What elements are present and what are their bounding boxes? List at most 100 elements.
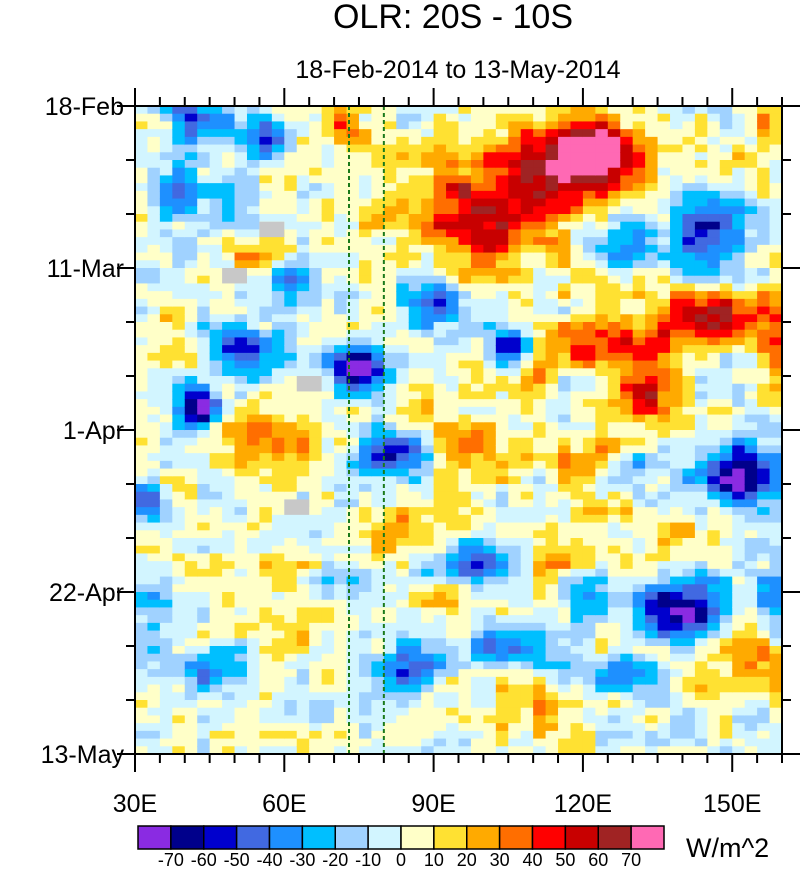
heat-cell [657, 144, 671, 153]
heat-cell [520, 553, 534, 562]
heat-cell [396, 198, 410, 207]
heat-cell [284, 530, 298, 539]
heat-cell [271, 399, 285, 408]
heat-cell [645, 437, 659, 447]
heat-cell [483, 561, 497, 570]
heat-cell [346, 599, 360, 609]
heat-cell [209, 553, 223, 562]
heat-cell [246, 553, 261, 562]
heat-cell [582, 136, 596, 146]
heat-cell [383, 630, 397, 639]
heat-cell [309, 700, 323, 709]
heat-cell [682, 237, 696, 246]
heat-cell [508, 653, 522, 663]
heat-cell [707, 414, 721, 423]
heat-cell [284, 568, 298, 578]
heat-cell [657, 723, 671, 732]
heat-cell [408, 129, 422, 138]
heat-cell [259, 707, 273, 717]
heat-cell [470, 692, 484, 701]
heat-cell [757, 121, 771, 130]
heat-cell [408, 229, 422, 238]
heat-cell [358, 568, 372, 578]
heat-cell [670, 391, 684, 400]
heat-cell [346, 730, 360, 740]
heat-cell [197, 322, 211, 331]
heat-cell [147, 206, 161, 215]
heat-cell [732, 730, 746, 740]
heat-cell [446, 484, 460, 493]
heat-cell [757, 584, 771, 593]
heat-cell [645, 360, 659, 369]
heat-cell [147, 214, 161, 223]
heat-cell [757, 684, 771, 693]
heat-cell [321, 422, 335, 431]
heat-cell [744, 237, 758, 246]
heat-cell [483, 599, 497, 609]
heat-cell [620, 314, 634, 323]
heat-cell [358, 514, 372, 524]
heat-cell [159, 229, 173, 238]
heat-cell [570, 661, 584, 670]
heat-cell [147, 113, 161, 123]
heat-cell [296, 113, 310, 123]
heat-cell [495, 638, 509, 647]
heat-cell [271, 484, 285, 493]
heat-cell [483, 314, 497, 323]
heat-cell [495, 514, 509, 524]
heat-cell [694, 399, 708, 408]
heat-cell [533, 723, 547, 732]
heat-cell [334, 376, 348, 385]
heat-cell [446, 214, 460, 223]
heat-cell [570, 260, 584, 269]
heat-cell [483, 646, 497, 655]
heat-cell [757, 106, 771, 115]
heat-cell [732, 198, 746, 207]
heat-cell [458, 198, 472, 207]
heat-cell [259, 568, 273, 578]
heat-cell [732, 499, 746, 508]
heat-cell [707, 167, 721, 177]
heat-cell [159, 630, 173, 639]
heat-cell [707, 214, 721, 223]
heat-cell [458, 730, 472, 740]
heat-cell [296, 684, 310, 693]
heat-cell [533, 700, 547, 709]
heat-cell [222, 507, 236, 516]
heat-cell [371, 237, 385, 246]
heat-cell [147, 684, 161, 693]
heat-cell [670, 198, 684, 207]
heat-cell [670, 160, 684, 169]
heat-cell [483, 106, 497, 115]
heat-cell [769, 206, 782, 215]
heat-cell [607, 414, 621, 423]
heat-cell [732, 692, 746, 701]
heat-cell [545, 113, 559, 123]
heat-cell [570, 314, 584, 323]
heat-cell [296, 676, 310, 686]
heat-cell [632, 391, 646, 400]
heat-cell [346, 561, 360, 570]
heat-cell [172, 723, 186, 732]
heat-cell [520, 522, 534, 531]
heat-cell [296, 700, 310, 709]
heat-cell [284, 584, 298, 593]
heat-cell [184, 237, 198, 246]
heat-cell [446, 723, 460, 732]
heat-cell [371, 414, 385, 423]
heat-cell [246, 167, 261, 177]
heat-cell [358, 221, 372, 231]
heat-cell [694, 129, 708, 138]
heat-cell [769, 638, 782, 647]
heat-cell [607, 484, 621, 493]
heat-cell [533, 260, 547, 269]
heat-cell [358, 730, 372, 740]
heat-cell [657, 638, 671, 647]
heat-cell [657, 314, 671, 323]
heat-cell [184, 113, 198, 123]
heat-cell [458, 152, 472, 161]
heat-cell [707, 538, 721, 547]
heat-cell [135, 553, 149, 562]
heat-cell [483, 345, 497, 354]
heat-cell [458, 676, 472, 686]
